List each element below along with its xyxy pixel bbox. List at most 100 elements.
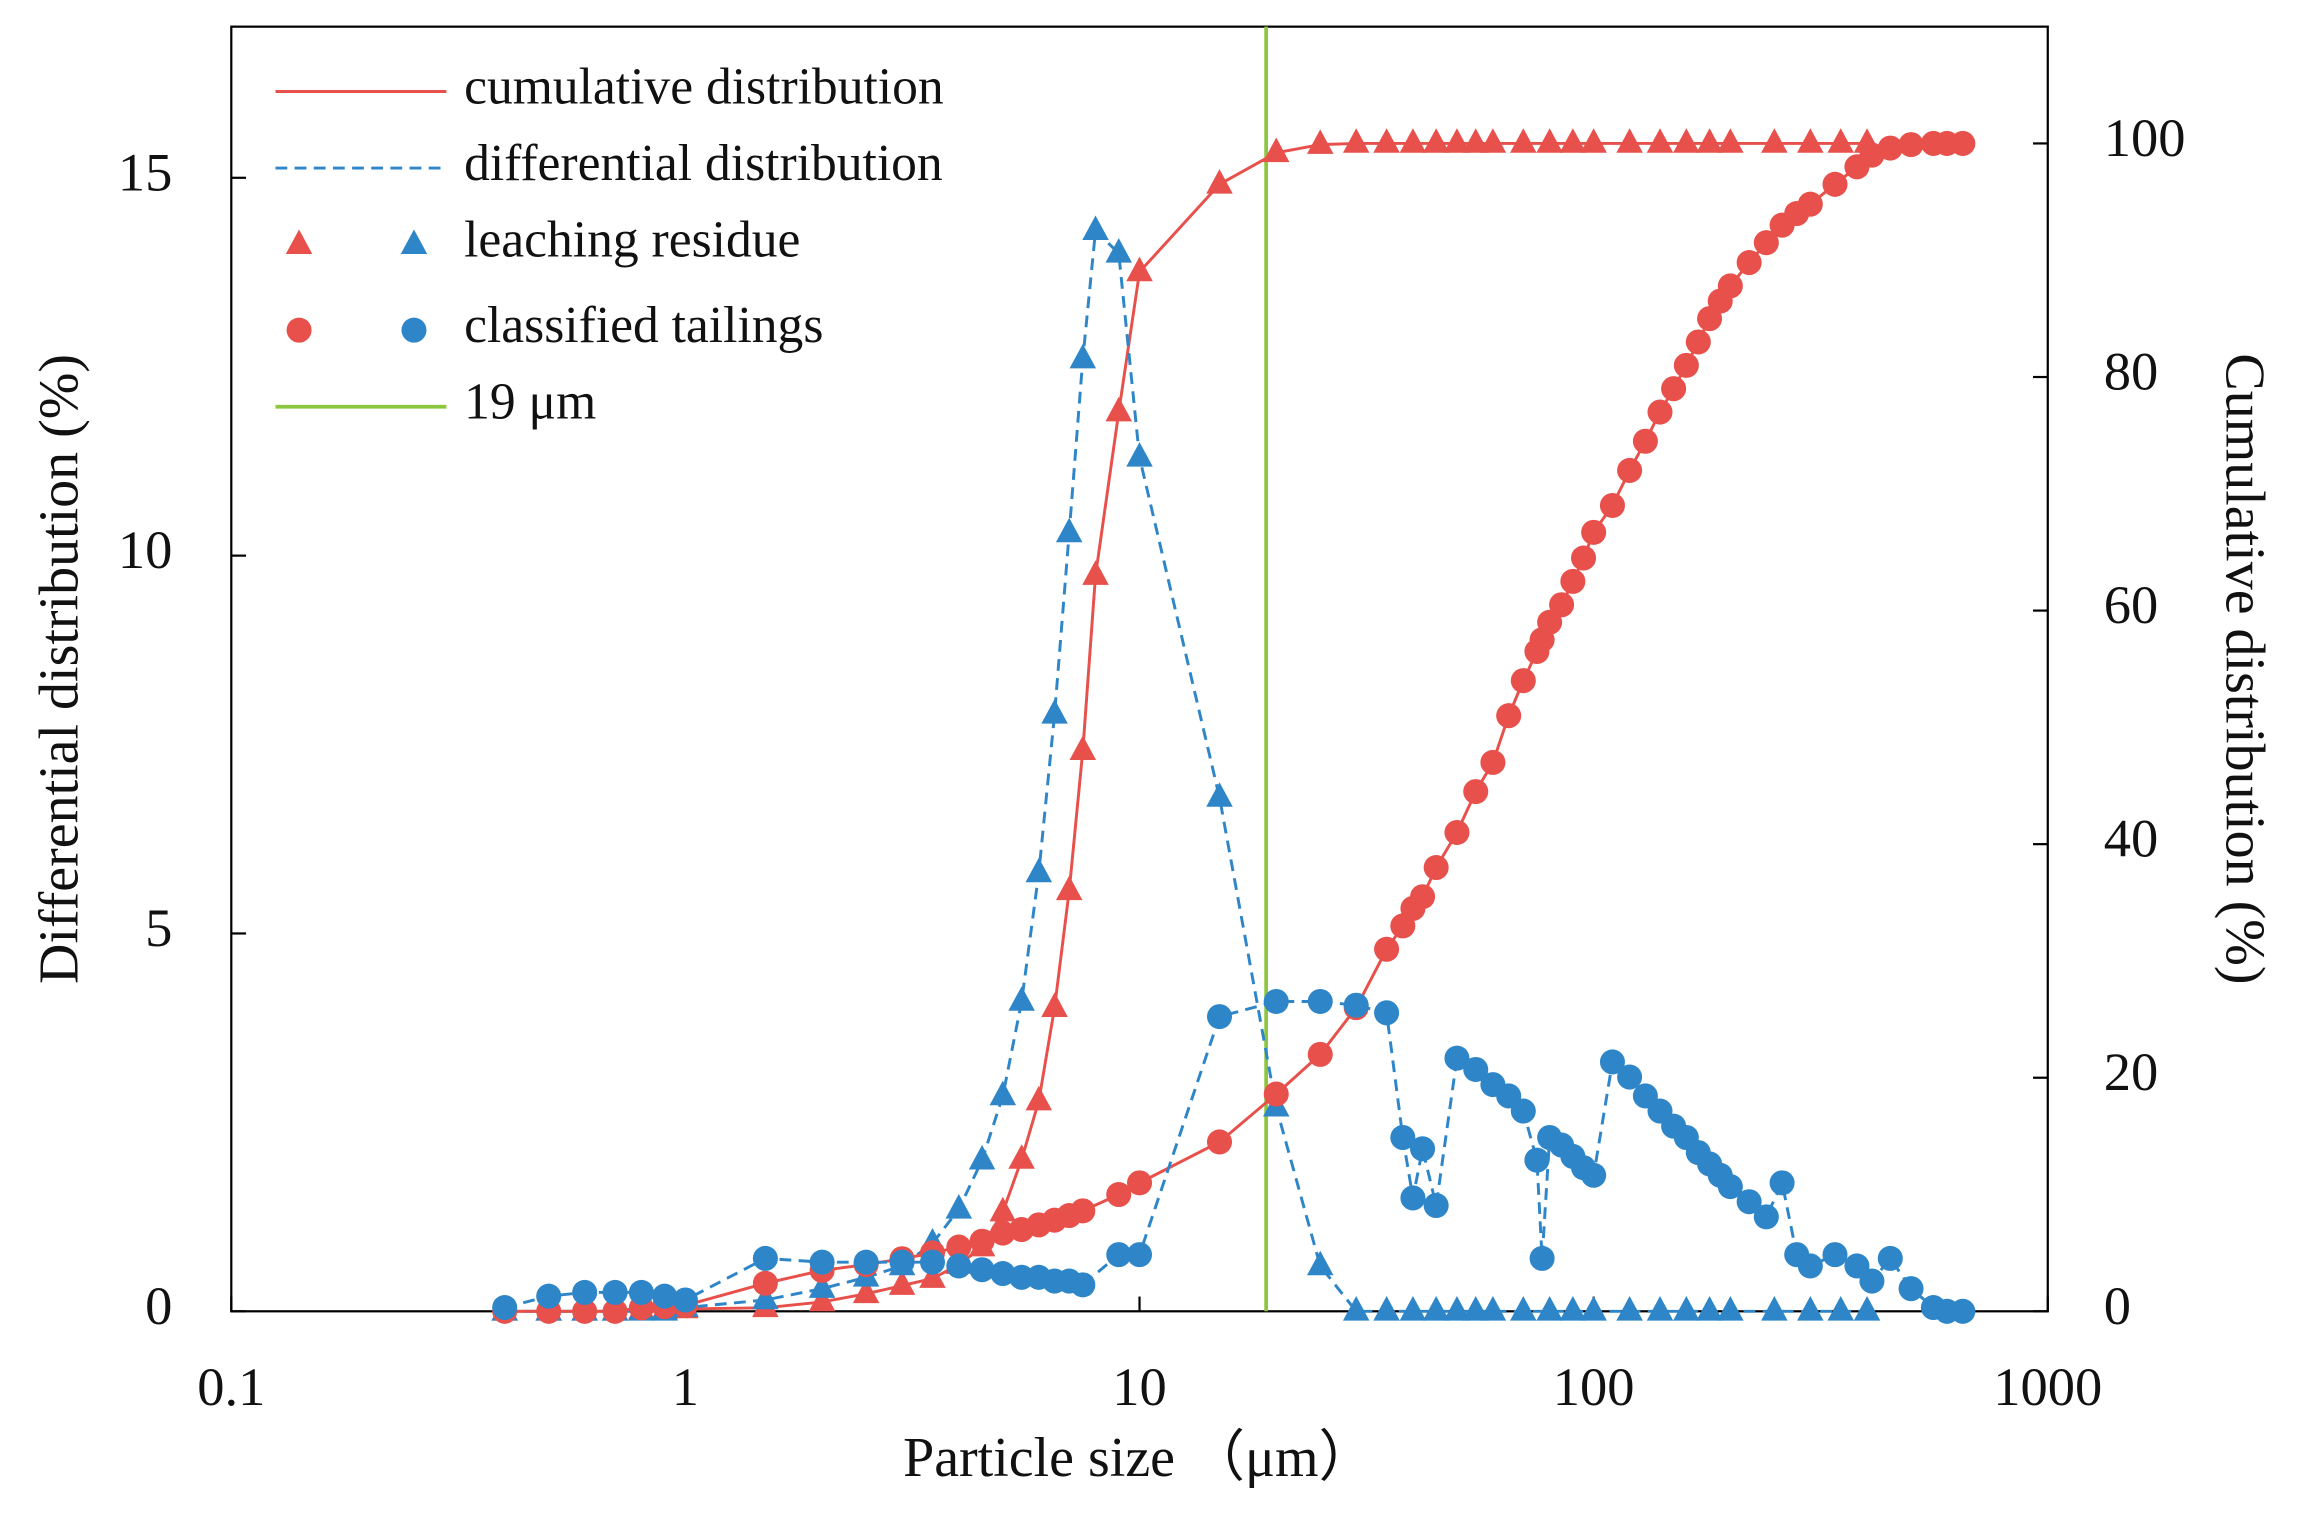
x-tick-label: 1 [672, 1356, 699, 1417]
triangle-marker [1673, 128, 1700, 153]
circle-marker [672, 1287, 698, 1313]
circle-marker [1463, 1056, 1489, 1083]
circle-marker [990, 1220, 1016, 1246]
circle-marker [1070, 1272, 1096, 1298]
circle-marker [628, 1279, 654, 1305]
circle-marker [1410, 1136, 1436, 1162]
triangle-marker [1696, 1296, 1723, 1321]
circle-marker [652, 1283, 678, 1309]
triangle-marker [1342, 1296, 1370, 1321]
y2-tick-label: 20 [2104, 1041, 2159, 1102]
circle-marker [1463, 779, 1489, 805]
circle-marker [1510, 1098, 1536, 1124]
triangle-marker [1306, 129, 1334, 154]
triangle-marker [1827, 128, 1854, 153]
circle-marker [1769, 1170, 1795, 1196]
triangle-marker [1126, 442, 1153, 467]
circle-marker [1263, 1081, 1289, 1107]
triangle-marker [1673, 1296, 1700, 1321]
triangle-marker [1008, 986, 1035, 1011]
circle-marker [492, 1294, 518, 1321]
y-tick-label: 15 [118, 141, 172, 202]
triangle-marker [1082, 215, 1109, 240]
triangle-marker [1422, 1296, 1450, 1321]
y-axis-title: Differential distribution (%) [29, 354, 91, 984]
circle-marker [536, 1283, 562, 1309]
circle-marker [1343, 992, 1369, 1018]
circle-marker [990, 1260, 1016, 1287]
circle-marker [752, 1270, 778, 1296]
legend-label: differential distribution [464, 135, 943, 192]
triangle-marker [989, 1080, 1017, 1106]
x-axis-title: Particle size （μm） [903, 1427, 1374, 1489]
circle-marker [1106, 1181, 1132, 1208]
circle-marker [1898, 1276, 1924, 1302]
circle-marker [1127, 1242, 1153, 1268]
y-tick-label: 10 [118, 519, 172, 580]
triangle-marker [1479, 1296, 1507, 1321]
circle-marker [1510, 668, 1536, 694]
circle-marker [1717, 1174, 1743, 1200]
triangle-marker [1536, 128, 1563, 153]
circle-marker [1877, 135, 1903, 161]
circle-marker [1423, 854, 1449, 881]
triangle-marker [1616, 1296, 1643, 1321]
circle-marker [969, 1257, 995, 1283]
triangle-marker [1580, 128, 1607, 153]
triangle-marker [1025, 857, 1053, 883]
triangle-marker [1479, 128, 1507, 153]
legend-label: 19 μm [464, 374, 596, 431]
circle-marker [1444, 1045, 1470, 1071]
triangle-marker [1399, 128, 1427, 153]
triangle-marker [919, 1263, 946, 1288]
triangle-marker [1025, 1085, 1053, 1111]
circle-marker [1753, 1204, 1779, 1230]
triangle-marker [1616, 128, 1643, 153]
circle-marker [1549, 592, 1575, 618]
circle-marker [1480, 749, 1506, 775]
circle-marker [1390, 1124, 1416, 1151]
circle-marker [946, 1234, 972, 1260]
y2-tick-label: 100 [2104, 107, 2186, 168]
triangle-marker [1443, 1296, 1471, 1321]
triangle-marker [1342, 128, 1370, 153]
y2-tick-label: 40 [2104, 808, 2159, 869]
y2-tick-label: 80 [2104, 341, 2159, 402]
triangle-marker [285, 229, 313, 254]
triangle-marker [1646, 1296, 1674, 1321]
triangle-marker [1510, 1296, 1537, 1321]
circle-marker [572, 1298, 598, 1324]
triangle-marker [808, 1286, 836, 1312]
circle-marker [1400, 1185, 1426, 1211]
series-line [504, 141, 1868, 1313]
triangle-marker [1206, 782, 1233, 807]
triangle-marker [1069, 735, 1097, 761]
circle-marker [401, 317, 427, 343]
triangle-marker [752, 1284, 779, 1310]
circle-marker [1263, 988, 1289, 1014]
circle-marker [1581, 1162, 1607, 1188]
circle-marker [853, 1249, 879, 1275]
circle-marker [1617, 1064, 1643, 1090]
triangle-marker [1008, 1144, 1035, 1169]
circle-marker [1410, 884, 1436, 910]
circle-marker [946, 1253, 972, 1279]
circle-marker [1797, 191, 1823, 217]
circle-marker [1647, 399, 1673, 425]
circle-marker [1009, 1264, 1035, 1290]
circle-marker [919, 1249, 946, 1275]
circle-marker [1206, 1004, 1233, 1030]
circle-marker [969, 1228, 995, 1254]
circle-marker [1127, 1170, 1153, 1196]
circle-marker [1307, 1041, 1333, 1067]
circle-marker [1950, 130, 1976, 156]
circle-marker [1599, 492, 1625, 518]
circle-marker [1206, 1129, 1233, 1155]
circle-marker [1617, 457, 1643, 483]
triangle-marker [1717, 1296, 1744, 1321]
triangle-marker [1462, 1296, 1490, 1321]
triangle-marker [1306, 1250, 1334, 1276]
circle-marker [1571, 545, 1597, 571]
x-tick-label: 10 [1112, 1356, 1167, 1417]
